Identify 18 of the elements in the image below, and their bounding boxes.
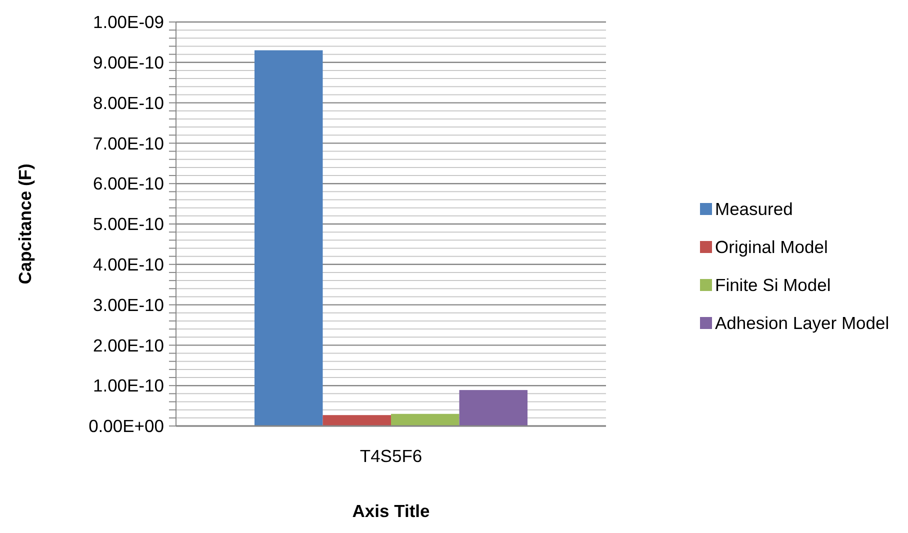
y-tick-label: 1.00E-09 — [92, 12, 164, 32]
legend-label: Original Model — [715, 237, 828, 258]
y-tick-label: 6.00E-10 — [92, 174, 164, 194]
y-tick-label: 5.00E-10 — [92, 214, 164, 234]
x-tick-label: T4S5F6 — [360, 446, 422, 466]
y-tick-label: 4.00E-10 — [92, 254, 164, 275]
y-tick-label: 3.00E-10 — [92, 294, 164, 315]
legend-label: Measured — [715, 199, 793, 220]
y-tick-label: 2.00E-10 — [92, 335, 164, 356]
legend-label: Adhesion Layer Model — [715, 313, 890, 334]
y-tick-label: 1.00E-10 — [92, 376, 164, 396]
y-tick-label: 8.00E-10 — [92, 92, 164, 113]
y-tick-label: 0.00E+00 — [88, 416, 164, 436]
x-axis-title: Axis Title — [352, 501, 430, 521]
legend-label: Finite Si Model — [715, 275, 831, 296]
y-tick-label: 7.00E-10 — [92, 133, 164, 154]
y-axis-title: Capcitance (F) — [15, 164, 35, 284]
y-tick-label: 9.00E-10 — [92, 52, 164, 73]
